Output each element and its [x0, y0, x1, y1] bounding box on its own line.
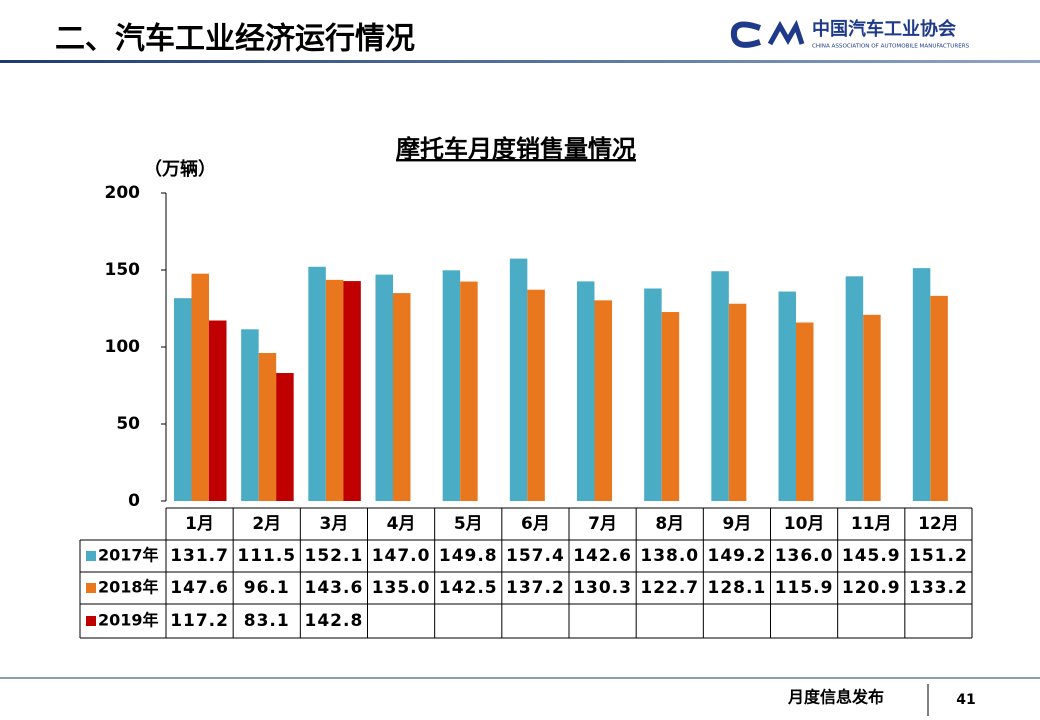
- value-label: 128.1: [708, 578, 767, 598]
- bar: [527, 289, 545, 501]
- bar: [778, 291, 796, 501]
- value-label: 137.2: [506, 578, 565, 598]
- x-tick-label: 3月: [319, 514, 348, 534]
- bar: [930, 295, 948, 501]
- bar: [711, 271, 729, 501]
- value-label: 83.1: [244, 611, 290, 631]
- legend-swatch: [86, 551, 96, 561]
- value-label: 151.2: [909, 546, 968, 566]
- bar: [509, 258, 528, 501]
- value-label: 142.8: [305, 611, 364, 631]
- page-number: 41: [956, 692, 975, 708]
- bar: [644, 288, 662, 501]
- bar: [174, 298, 192, 501]
- value-label: 111.5: [237, 546, 296, 566]
- value-label: 138.0: [640, 546, 699, 566]
- bar: [209, 320, 227, 501]
- x-tick-label: 6月: [521, 514, 550, 534]
- value-label: 147.0: [372, 546, 431, 566]
- bar: [343, 281, 361, 501]
- logo-name: 中国汽车工业协会: [812, 18, 956, 40]
- chart-title: 摩托车月度销售量情况: [396, 135, 636, 163]
- y-tick-label: 50: [116, 414, 140, 434]
- bar: [912, 268, 931, 501]
- bar: [325, 279, 344, 501]
- y-tick-label: 200: [105, 183, 141, 203]
- slide-title: 二、汽车工业经济运行情况: [55, 22, 415, 57]
- value-label: 135.0: [372, 578, 431, 598]
- value-label: 130.3: [573, 578, 632, 598]
- value-label: 147.6: [170, 578, 229, 598]
- x-tick-label: 5月: [454, 514, 483, 534]
- bar: [661, 312, 680, 501]
- bar: [845, 276, 864, 501]
- y-tick-label: 150: [105, 260, 141, 280]
- header-line: [0, 60, 1040, 63]
- y-axis-label: （万辆）: [144, 158, 216, 180]
- value-label: 96.1: [244, 578, 290, 598]
- bar: [191, 273, 209, 501]
- value-label: 149.8: [439, 546, 498, 566]
- value-label: 117.2: [170, 611, 229, 631]
- value-label: 120.9: [842, 578, 901, 598]
- legend-label: 2018年: [98, 578, 159, 597]
- bar: [308, 266, 326, 501]
- bar: [577, 281, 595, 501]
- bar: [241, 329, 259, 501]
- logo-mark: [767, 19, 805, 46]
- value-label: 149.2: [708, 546, 767, 566]
- y-tick-label: 0: [128, 491, 140, 511]
- y-tick-label: 100: [105, 337, 141, 357]
- x-tick-label: 7月: [588, 514, 617, 534]
- legend-label: 2017年: [98, 546, 159, 565]
- value-label: 152.1: [305, 546, 364, 566]
- x-tick-label: 4月: [387, 514, 416, 534]
- footer-text: 月度信息发布: [787, 688, 884, 707]
- bar: [796, 322, 814, 501]
- x-tick-label: 2月: [252, 514, 281, 534]
- bar: [594, 300, 612, 501]
- x-tick-label: 1月: [185, 514, 214, 534]
- bar: [393, 293, 411, 501]
- x-tick-label: 8月: [655, 514, 684, 534]
- bar: [276, 373, 294, 501]
- logo-subtitle: CHINA ASSOCIATION OF AUTOMOBILE MANUFACT…: [812, 44, 970, 50]
- value-label: 157.4: [506, 546, 565, 566]
- value-label: 131.7: [170, 546, 229, 566]
- value-label: 145.9: [842, 546, 901, 566]
- value-label: 142.6: [573, 546, 632, 566]
- legend-swatch: [86, 583, 96, 593]
- legend-label: 2019年: [98, 611, 159, 630]
- bar: [863, 314, 881, 501]
- bar: [728, 303, 747, 501]
- bar: [442, 270, 461, 501]
- value-label: 122.7: [640, 578, 699, 598]
- bar: [460, 281, 478, 501]
- value-label: 143.6: [305, 578, 364, 598]
- value-label: 115.9: [775, 578, 834, 598]
- logo-mark: [730, 21, 762, 48]
- bar: [375, 274, 393, 501]
- x-tick-label: 9月: [722, 514, 751, 534]
- bar: [258, 353, 277, 501]
- legend-swatch: [86, 616, 96, 626]
- x-tick-label: 11月: [851, 514, 892, 534]
- value-label: 136.0: [775, 546, 834, 566]
- x-tick-label: 10月: [784, 514, 825, 534]
- value-label: 133.2: [909, 578, 968, 598]
- value-label: 142.5: [439, 578, 498, 598]
- x-tick-label: 12月: [918, 514, 959, 534]
